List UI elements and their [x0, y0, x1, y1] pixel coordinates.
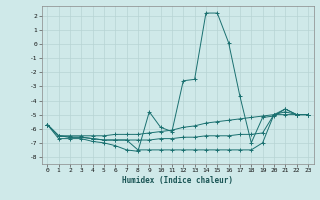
X-axis label: Humidex (Indice chaleur): Humidex (Indice chaleur): [122, 176, 233, 185]
